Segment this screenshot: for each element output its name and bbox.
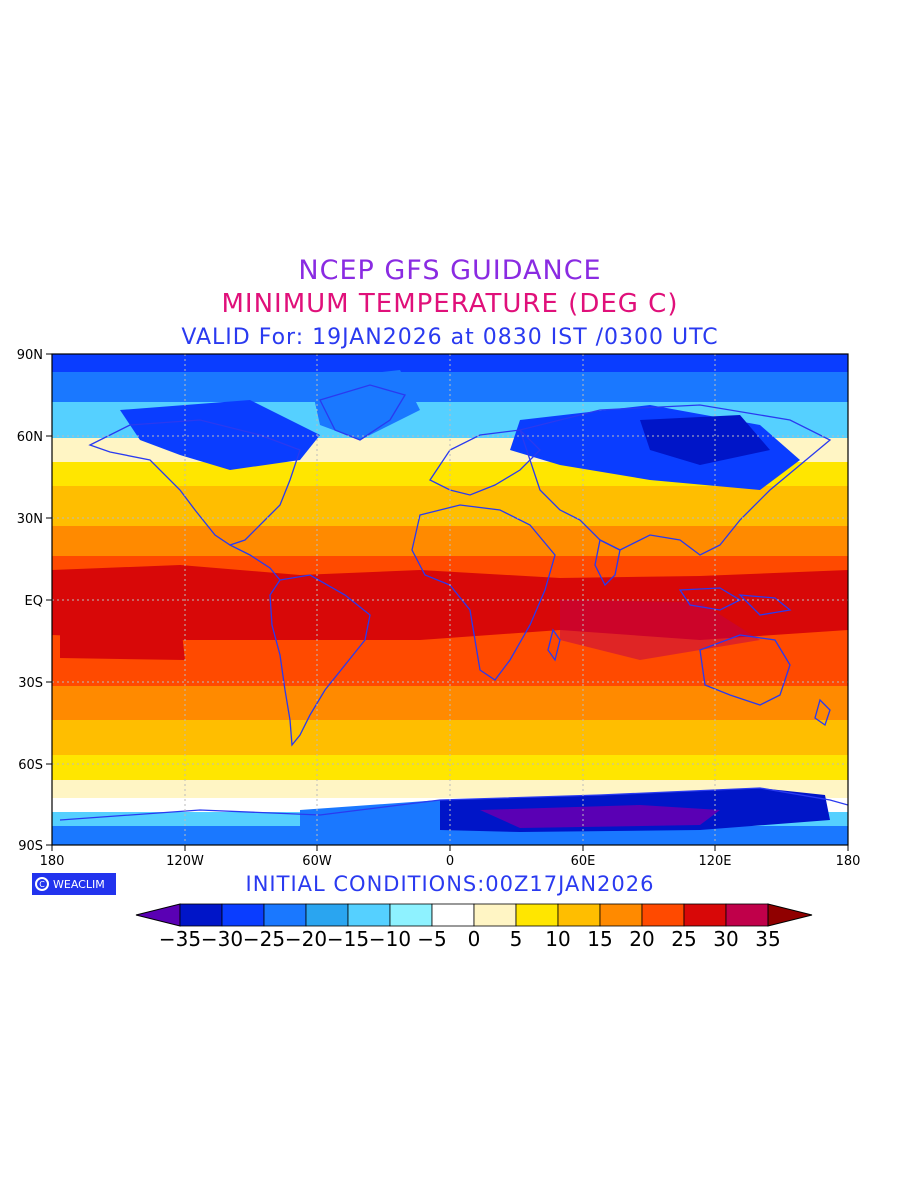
colorbar-box [557, 903, 601, 927]
map-plot-area [52, 354, 848, 845]
valid-time: VALID For: 19JAN2026 at 0830 IST /0300 U… [181, 325, 719, 350]
colorbar-tick-label: 20 [629, 927, 654, 951]
lon-label-120w: 120W [166, 854, 204, 869]
map-title: NCEP GFS GUIDANCE [298, 255, 602, 286]
colorbar-max-arrow [767, 903, 813, 927]
lat-label-90n: 90N [17, 348, 43, 363]
initial-conditions: INITIAL CONDITIONS:00Z17JAN2026 [245, 872, 655, 896]
logo-text: WEACLIM [53, 877, 105, 891]
colorbar-tick-label: −5 [417, 927, 446, 951]
lat-label-60s: 60S [18, 758, 43, 773]
colorbar-box [641, 903, 685, 927]
colorbar-box [263, 903, 307, 927]
colorbar-tick-label: −25 [243, 927, 285, 951]
lat-label-eq: EQ [25, 594, 43, 609]
lon-label-180e: 180 [836, 854, 861, 869]
colorbar-tick-label: −30 [201, 927, 243, 951]
colorbar-tick-label: 25 [671, 927, 696, 951]
colorbar-tick-label: −15 [327, 927, 369, 951]
colorbar-tick-label: −20 [285, 927, 327, 951]
colorbar: −35 −30 −25 −20 −15 −10 −5 0 5 10 15 20 25 30 35 [135, 903, 813, 951]
colorbar-box [221, 903, 265, 927]
colorbar-box [725, 903, 769, 927]
colorbar-box [473, 903, 517, 927]
colorbar-box [515, 903, 559, 927]
lon-label-60e: 60E [571, 854, 596, 869]
lon-label-120e: 120E [698, 854, 731, 869]
colorbar-tick-label: 5 [510, 927, 523, 951]
colorbar-tick-label: 0 [468, 927, 481, 951]
colorbar-min-arrow [135, 903, 181, 927]
colorbar-box [305, 903, 349, 927]
colorbar-tick-label: 15 [587, 927, 612, 951]
colorbar-box [683, 903, 727, 927]
lat-label-30n: 30N [17, 512, 43, 527]
weaclim-logo: C WEACLIM [32, 873, 116, 895]
colorbar-box [599, 903, 643, 927]
temperature-map: 90N 60N 30N EQ 30S 60S 90S 180 120W 60W … [17, 348, 861, 869]
colorbar-box [389, 903, 433, 927]
colorbar-tick-label: −10 [369, 927, 411, 951]
copyright-circle-icon: C [35, 877, 49, 891]
lon-label-0: 0 [446, 854, 454, 869]
colorbar-box [179, 903, 223, 927]
lat-label-60n: 60N [17, 430, 43, 445]
colorbar-tick-label: 10 [545, 927, 570, 951]
colorbar-box [431, 903, 475, 927]
map-subtitle: MINIMUM TEMPERATURE (DEG C) [221, 289, 679, 319]
colorbar-tick-label: 35 [755, 927, 780, 951]
colorbar-box [347, 903, 391, 927]
lat-label-90s: 90S [18, 839, 43, 854]
lon-label-60w: 60W [302, 854, 332, 869]
colorbar-tick-label: 30 [713, 927, 738, 951]
lat-label-30s: 30S [18, 676, 43, 691]
lon-label-180w: 180 [40, 854, 65, 869]
colorbar-tick-label: −35 [159, 927, 201, 951]
